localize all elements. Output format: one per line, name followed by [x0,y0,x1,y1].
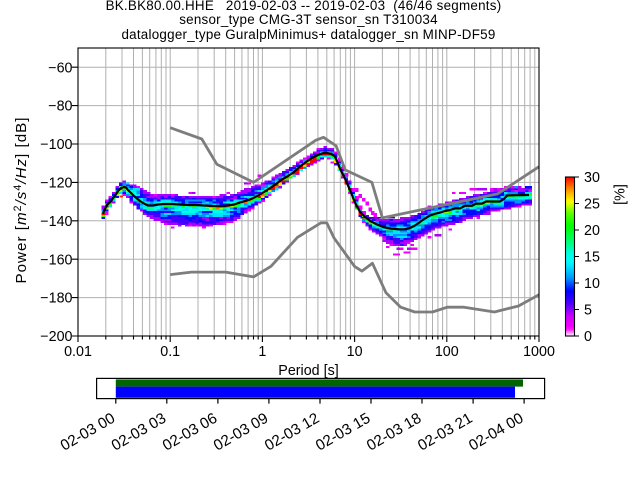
svg-text:−80: −80 [48,99,72,115]
svg-text:0: 0 [584,329,592,345]
svg-text:datalogger_type GuralpMinimus+: datalogger_type GuralpMinimus+ datalogge… [121,27,495,42]
svg-text:BK.BK80.00.HHE 2019-02-03 --: BK.BK80.00.HHE 2019-02-03 -- 2019-02-03 … [106,0,502,13]
svg-text:sensor_type CMG-3T sensor_sn T: sensor_type CMG-3T sensor_sn T310034 [179,12,438,27]
svg-text:100: 100 [435,344,459,360]
svg-text:−180: −180 [40,291,72,307]
svg-text:1: 1 [258,344,266,360]
svg-text:[%]: [%] [613,184,629,205]
svg-text:−160: −160 [40,252,72,268]
svg-text:0.01: 0.01 [64,344,92,360]
svg-text:−100: −100 [40,137,72,153]
svg-text:10: 10 [347,344,363,360]
svg-text:−140: −140 [40,214,72,230]
svg-text:20: 20 [584,223,600,239]
svg-text:−200: −200 [40,329,72,345]
svg-text:25: 25 [584,197,600,213]
svg-text:−60: −60 [48,60,72,76]
svg-text:Period [s]: Period [s] [278,363,338,379]
svg-text:1000: 1000 [523,344,555,360]
svg-text:0.1: 0.1 [160,344,180,360]
svg-text:30: 30 [584,170,600,186]
svg-text:10: 10 [584,276,600,292]
svg-text:5: 5 [584,303,592,319]
svg-text:Power [m2/s4/Hz] [dB]: Power [m2/s4/Hz] [dB] [12,116,30,283]
svg-text:−120: −120 [40,176,72,192]
svg-text:15: 15 [584,250,600,266]
